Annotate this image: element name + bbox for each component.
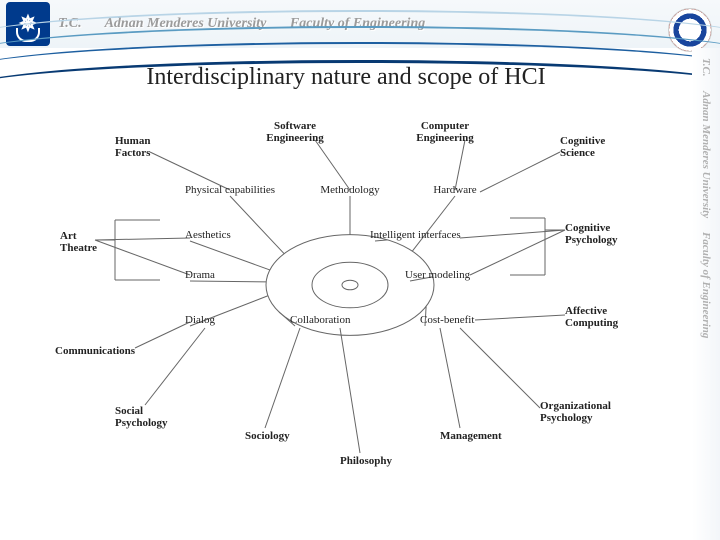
outer-node-comms: Communications bbox=[55, 345, 135, 357]
outer-node-management: Management bbox=[440, 430, 502, 442]
inner-node-dialog: Dialog bbox=[185, 314, 215, 326]
slide-title: Interdisciplinary nature and scope of HC… bbox=[0, 64, 692, 91]
outer-node-humanfactors: HumanFactors bbox=[115, 135, 150, 159]
side-tc: T.C. bbox=[700, 58, 712, 77]
outer-node-sociology: Sociology bbox=[245, 430, 290, 442]
inner-node-physical: Physical capabilities bbox=[185, 184, 275, 196]
outer-node-cogsci: CognitiveScience bbox=[560, 135, 605, 159]
outer-node-orgpsy: OrganizationalPsychology bbox=[540, 400, 611, 424]
outer-node-socpsy: SocialPsychology bbox=[115, 405, 168, 429]
hci-diagram: Physical capabilities Methodology Hardware… bbox=[40, 110, 660, 510]
outer-node-arttheatre: ArtTheatre bbox=[60, 230, 97, 254]
side-university: Adnan Menderes University bbox=[700, 91, 712, 218]
inner-node-hardware: Hardware bbox=[433, 184, 476, 196]
outer-node-ce: ComputerEngineering bbox=[416, 120, 473, 144]
outer-node-affective: AffectiveComputing bbox=[565, 305, 618, 329]
outer-node-philosophy: Philosophy bbox=[340, 455, 392, 467]
inner-node-costbenefit: Cost-benefit bbox=[420, 314, 474, 326]
side-band: T.C. Adnan Menderes University Faculty o… bbox=[692, 48, 720, 540]
inner-node-collab: Collaboration bbox=[290, 314, 351, 326]
side-faculty: Faculty of Engineering bbox=[700, 232, 712, 338]
inner-node-usermodel: User modeling bbox=[405, 269, 470, 281]
inner-node-aesthetics: Aesthetics bbox=[185, 229, 231, 241]
inner-node-drama: Drama bbox=[185, 269, 215, 281]
outer-node-swe: SoftwareEngineering bbox=[266, 120, 323, 144]
outer-node-cogpsy: CognitivePsychology bbox=[565, 222, 618, 246]
inner-node-intelligent: Intelligent interfaces bbox=[370, 229, 461, 241]
inner-node-methodology: Methodology bbox=[320, 184, 379, 196]
